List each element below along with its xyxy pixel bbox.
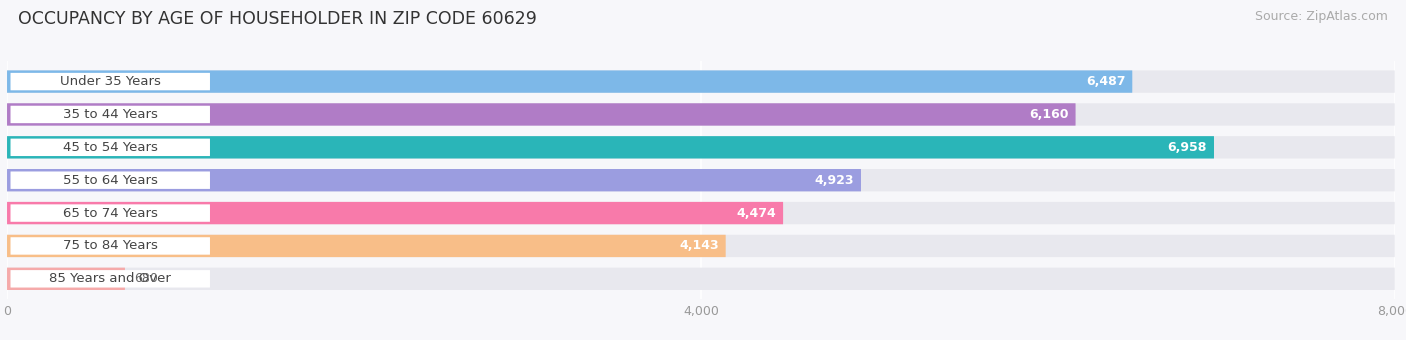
Text: 4,143: 4,143 <box>679 239 718 252</box>
Text: 45 to 54 Years: 45 to 54 Years <box>63 141 157 154</box>
FancyBboxPatch shape <box>10 171 209 189</box>
Text: 4,474: 4,474 <box>737 207 776 220</box>
FancyBboxPatch shape <box>7 103 1395 126</box>
FancyBboxPatch shape <box>10 73 209 90</box>
Text: 75 to 84 Years: 75 to 84 Years <box>63 239 157 252</box>
FancyBboxPatch shape <box>7 136 1395 158</box>
Text: 55 to 64 Years: 55 to 64 Years <box>63 174 157 187</box>
Text: 6,160: 6,160 <box>1029 108 1069 121</box>
FancyBboxPatch shape <box>7 268 1395 290</box>
FancyBboxPatch shape <box>10 106 209 123</box>
FancyBboxPatch shape <box>10 237 209 255</box>
FancyBboxPatch shape <box>10 204 209 222</box>
FancyBboxPatch shape <box>7 70 1132 93</box>
Text: 4,923: 4,923 <box>814 174 853 187</box>
FancyBboxPatch shape <box>7 202 1395 224</box>
Text: 6,958: 6,958 <box>1168 141 1208 154</box>
FancyBboxPatch shape <box>7 268 125 290</box>
FancyBboxPatch shape <box>7 235 725 257</box>
FancyBboxPatch shape <box>7 136 1213 158</box>
Text: 85 Years and Over: 85 Years and Over <box>49 272 172 285</box>
FancyBboxPatch shape <box>7 70 1395 93</box>
FancyBboxPatch shape <box>10 139 209 156</box>
Text: 35 to 44 Years: 35 to 44 Years <box>63 108 157 121</box>
FancyBboxPatch shape <box>7 169 860 191</box>
Text: OCCUPANCY BY AGE OF HOUSEHOLDER IN ZIP CODE 60629: OCCUPANCY BY AGE OF HOUSEHOLDER IN ZIP C… <box>18 10 537 28</box>
FancyBboxPatch shape <box>7 169 1395 191</box>
FancyBboxPatch shape <box>7 103 1076 126</box>
Text: 6,487: 6,487 <box>1085 75 1125 88</box>
FancyBboxPatch shape <box>7 235 1395 257</box>
Text: Source: ZipAtlas.com: Source: ZipAtlas.com <box>1254 10 1388 23</box>
FancyBboxPatch shape <box>10 270 209 288</box>
Text: Under 35 Years: Under 35 Years <box>60 75 160 88</box>
Text: 65 to 74 Years: 65 to 74 Years <box>63 207 157 220</box>
FancyBboxPatch shape <box>7 202 783 224</box>
Text: 680: 680 <box>134 272 157 285</box>
